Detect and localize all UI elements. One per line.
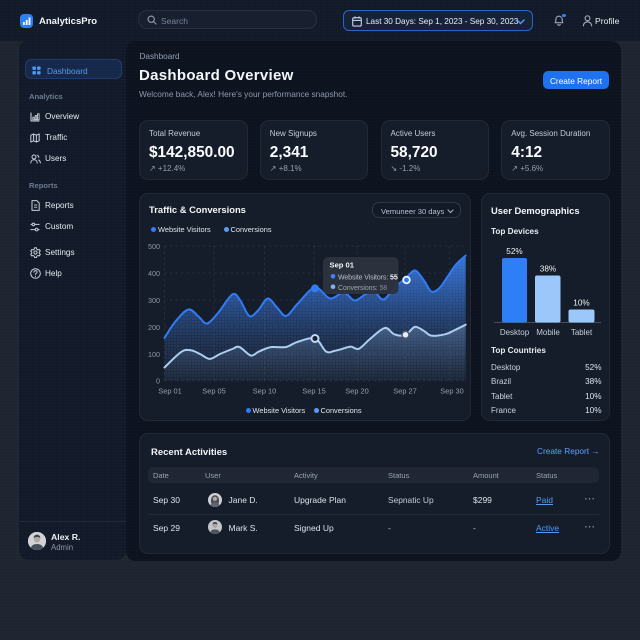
svg-text:0: 0 [156,377,160,386]
svg-text:Sep 20: Sep 20 [345,387,368,396]
svg-text:Sep 15: Sep 15 [302,387,325,396]
svg-text:Sep 27: Sep 27 [393,387,416,396]
svg-text:200: 200 [148,323,160,332]
svg-text:52%: 52% [506,247,522,256]
svg-text:Sep 30: Sep 30 [440,387,463,396]
svg-text:Sep 01: Sep 01 [330,261,355,270]
svg-text:Sep 01: Sep 01 [158,387,181,396]
svg-text:Desktop: Desktop [500,328,530,337]
svg-text:Sep 10: Sep 10 [253,387,276,396]
svg-text:300: 300 [148,296,160,305]
svg-text:10%: 10% [573,299,589,308]
svg-text:100: 100 [148,350,160,359]
svg-text:Mobile: Mobile [536,328,560,337]
svg-text:500: 500 [148,242,160,251]
svg-text:Conversions: 58: Conversions: 58 [338,285,387,292]
svg-text:38%: 38% [540,265,556,274]
svg-text:400: 400 [148,269,160,278]
svg-text:Tablet: Tablet [571,328,593,337]
svg-text:Website Visitors: 55: Website Visitors: 55 [338,274,398,281]
svg-text:Sep 05: Sep 05 [202,387,225,396]
